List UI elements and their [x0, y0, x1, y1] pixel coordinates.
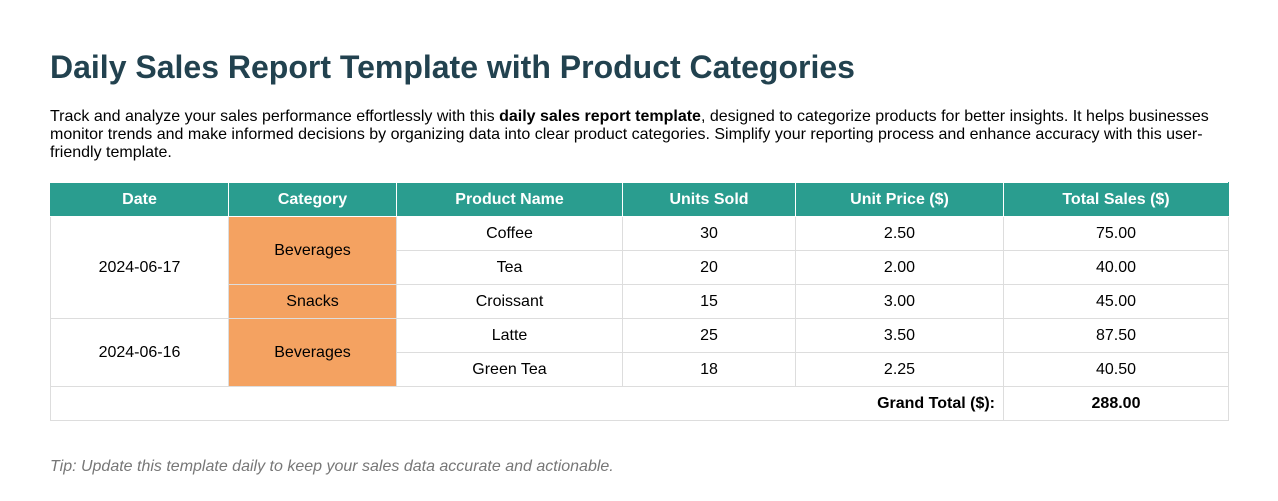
tip-text: Tip: Update this template daily to keep … — [50, 458, 614, 475]
product-cell: Tea — [396, 250, 623, 285]
date-cell: 2024-06-17 — [50, 216, 229, 319]
price-cell: 3.50 — [795, 318, 1004, 353]
units-cell: 20 — [622, 250, 796, 285]
grand-total-label: Grand Total ($): — [50, 386, 1004, 421]
table-header-row: Date Category Product Name Units Sold Un… — [50, 182, 1229, 217]
product-cell: Green Tea — [396, 352, 623, 387]
product-cell: Coffee — [396, 216, 623, 251]
total-cell: 87.50 — [1003, 318, 1229, 353]
table-row: Tea 20 2.00 40.00 — [51, 250, 1229, 285]
category-cell: Beverages — [228, 318, 397, 387]
column-header-unit-price: Unit Price ($) — [795, 182, 1004, 217]
price-cell: 2.50 — [795, 216, 1004, 251]
intro-text-bold: daily sales report template — [499, 108, 701, 125]
table-row: 2024-06-16 Beverages Latte 25 3.50 87.50 — [50, 318, 1229, 387]
units-cell: 30 — [622, 216, 796, 251]
sales-table: Date Category Product Name Units Sold Un… — [50, 182, 1229, 421]
column-header-date: Date — [50, 182, 229, 217]
table-row: 2024-06-17 Beverages Coffee 30 2.50 75.0… — [50, 216, 1229, 319]
column-header-product-name: Product Name — [396, 182, 623, 217]
table-row: Green Tea 18 2.25 40.50 — [51, 352, 1229, 387]
category-cell: Snacks — [228, 284, 397, 319]
intro-paragraph: Track and analyze your sales performance… — [50, 108, 1230, 162]
column-header-total-sales: Total Sales ($) — [1003, 182, 1229, 217]
units-cell: 25 — [622, 318, 796, 353]
page-title: Daily Sales Report Template with Product… — [50, 49, 855, 85]
total-cell: 45.00 — [1003, 284, 1229, 319]
total-cell: 40.00 — [1003, 250, 1229, 285]
intro-text-start: Track and analyze your sales performance… — [50, 108, 500, 125]
intro-text-end: , designed to categorize products for be… — [50, 108, 1209, 161]
price-cell: 2.00 — [795, 250, 1004, 285]
grand-total-row: Grand Total ($): 288.00 — [50, 386, 1229, 421]
price-cell: 3.00 — [795, 284, 1004, 319]
product-cell: Croissant — [396, 284, 623, 319]
grand-total-value: 288.00 — [1003, 386, 1229, 421]
column-header-units-sold: Units Sold — [622, 182, 796, 217]
date-cell: 2024-06-16 — [50, 318, 229, 387]
units-cell: 18 — [622, 352, 796, 387]
price-cell: 2.25 — [795, 352, 1004, 387]
units-cell: 15 — [622, 284, 796, 319]
total-cell: 40.50 — [1003, 352, 1229, 387]
category-cell: Beverages — [228, 216, 397, 285]
product-cell: Latte — [396, 318, 623, 353]
column-header-category: Category — [228, 182, 397, 217]
total-cell: 75.00 — [1003, 216, 1229, 251]
